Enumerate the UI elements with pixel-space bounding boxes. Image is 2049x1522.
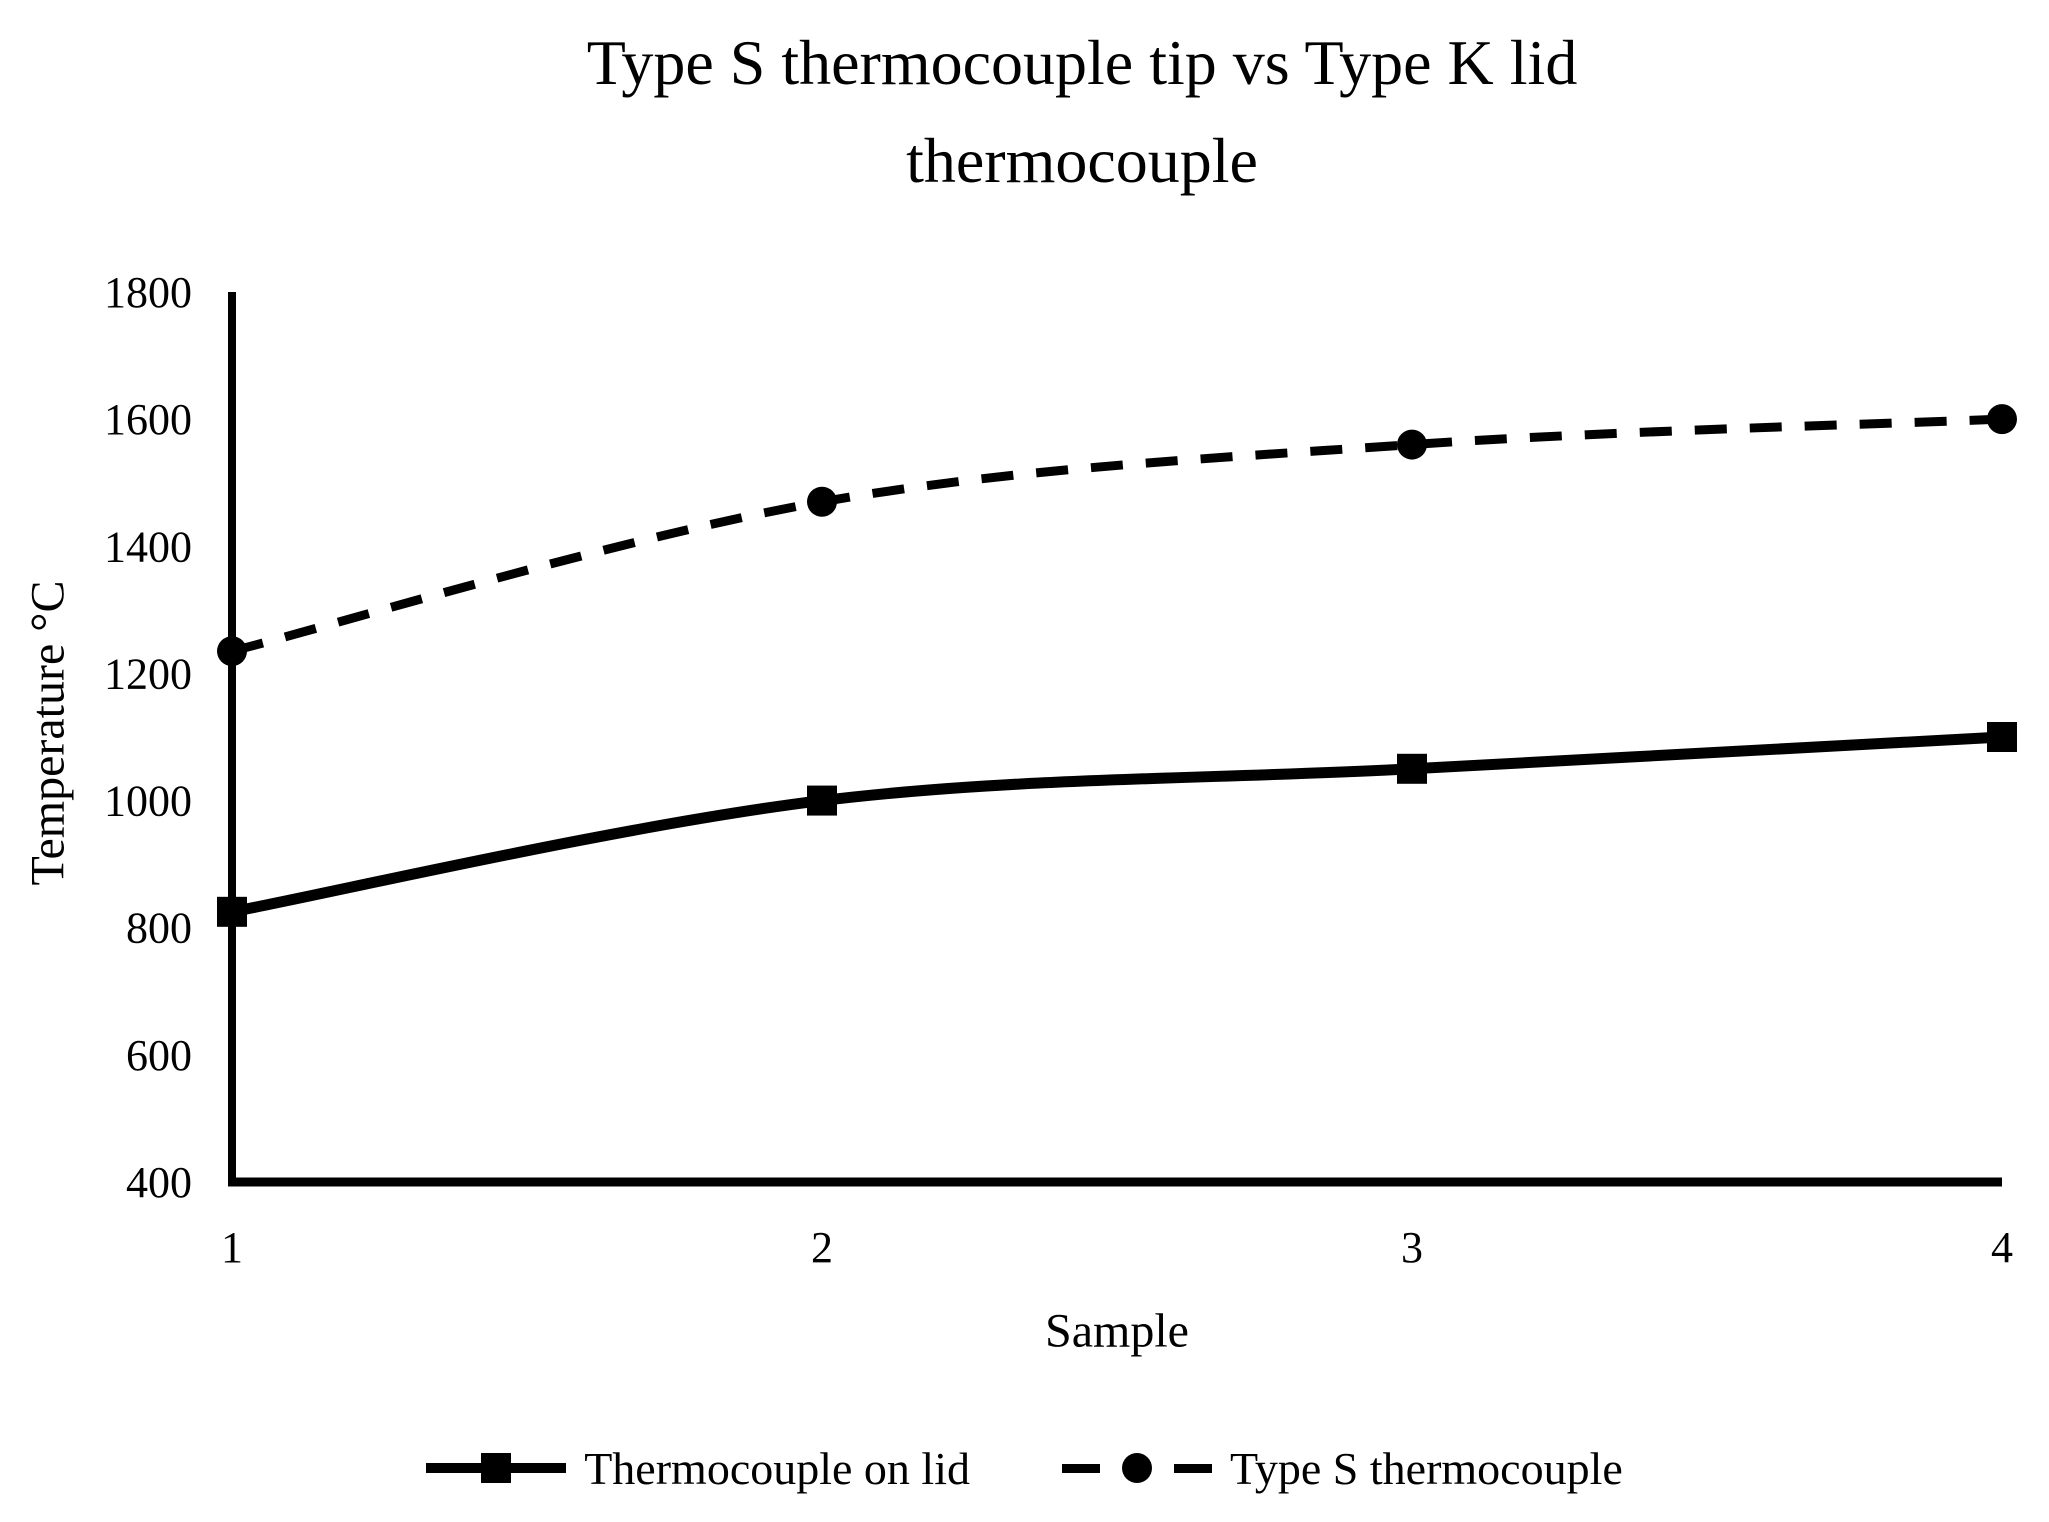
data-point-square-marker bbox=[217, 896, 247, 927]
data-point-square-marker bbox=[1987, 722, 2017, 752]
series-line-thermocouple-on-lid bbox=[230, 731, 2003, 918]
legend-label-type-s-thermocouple: Type S thermocouple bbox=[1230, 1442, 1623, 1494]
solid-line-square-marker-icon bbox=[426, 1452, 567, 1484]
legend-label-thermocouple-on-lid: Thermocouple on lid bbox=[584, 1442, 970, 1494]
x-tick-label: 2 bbox=[811, 1223, 833, 1272]
y-tick-label: 1000 bbox=[104, 777, 192, 826]
data-point-square-marker bbox=[807, 785, 837, 816]
x-tick-label: 1 bbox=[221, 1223, 243, 1272]
dashed-line-circle-marker-icon bbox=[1062, 1452, 1212, 1484]
y-tick-label: 400 bbox=[126, 1158, 192, 1207]
legend: Thermocouple on lid Type S thermocouple bbox=[0, 1432, 2049, 1504]
y-tick-label: 1800 bbox=[104, 268, 192, 317]
data-point-square-marker bbox=[1397, 753, 1427, 784]
x-tick-label: 4 bbox=[1991, 1223, 2013, 1272]
legend-item-thermocouple-on-lid: Thermocouple on lid bbox=[426, 1442, 970, 1495]
x-tick-label: 3 bbox=[1401, 1223, 1423, 1272]
data-point-circle-marker bbox=[217, 636, 247, 667]
chart-title: Type S thermocouple tip vs Type K lid th… bbox=[115, 14, 2049, 210]
data-point-circle-marker bbox=[807, 486, 837, 517]
y-tick-label: 800 bbox=[126, 904, 192, 953]
chart-title-line2: thermocouple bbox=[906, 125, 1258, 196]
y-tick-label: 1600 bbox=[104, 395, 192, 444]
series-line-type-s-thermocouple bbox=[230, 414, 2003, 656]
y-tick-label: 600 bbox=[126, 1031, 192, 1080]
y-tick-label: 1200 bbox=[104, 649, 192, 698]
data-point-circle-marker bbox=[1987, 404, 2017, 435]
y-tick-label: 1400 bbox=[104, 522, 192, 571]
data-point-circle-marker bbox=[1397, 429, 1427, 460]
chart-title-line1: Type S thermocouple tip vs Type K lid bbox=[586, 27, 1578, 98]
legend-item-type-s-thermocouple: Type S thermocouple bbox=[1062, 1442, 1623, 1495]
x-axis-title: Sample bbox=[1045, 1304, 1189, 1358]
